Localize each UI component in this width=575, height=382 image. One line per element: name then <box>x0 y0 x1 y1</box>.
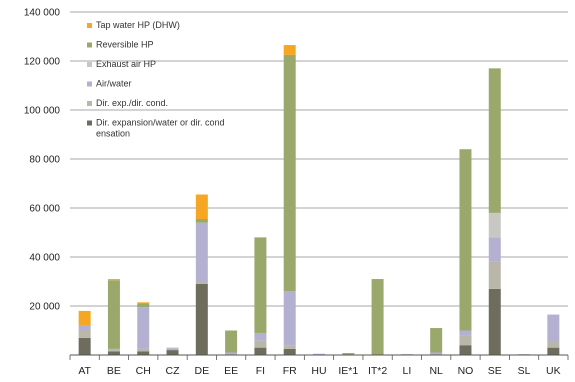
legend-label: Dir. expansion/water or dir. cond ensatio… <box>96 118 225 139</box>
bar-segment-no-4 <box>459 149 472 331</box>
bar-segment-no-0 <box>459 345 472 355</box>
bar-segment-se-4 <box>488 68 501 213</box>
bar-segment-ch-4 <box>137 303 150 308</box>
bar-segment-se-2 <box>488 237 501 262</box>
legend-swatch <box>87 81 92 87</box>
x-tick-label: NO <box>458 365 474 377</box>
bar-segment-fi-1 <box>254 340 267 348</box>
legend-label: Reversible HP <box>96 40 154 50</box>
bar-segment-be-0 <box>107 351 120 355</box>
x-tick-label: CZ <box>166 365 181 377</box>
bar-segment-fr-2 <box>283 291 296 346</box>
bar-segment-fr-1 <box>283 345 296 349</box>
bars <box>78 45 560 355</box>
bar-segment-be-4 <box>107 280 120 349</box>
bar-segment-fi-2 <box>254 332 267 341</box>
bar-segment-no-1 <box>459 335 472 346</box>
bar-segment-ch-2 <box>137 307 150 349</box>
y-tick-label: 140 000 <box>24 8 61 19</box>
bar-segment-at-2 <box>78 325 91 331</box>
legend-swatch <box>87 120 92 126</box>
bar-segment-ch-5 <box>137 302 150 304</box>
grid-lines <box>70 11 568 307</box>
bar-segment-be-5 <box>107 279 120 281</box>
x-tick-label: IE*1 <box>338 365 358 377</box>
bar-segment-cz-1 <box>166 348 179 351</box>
x-tick-label: EE <box>224 365 238 377</box>
x-tick-label: CH <box>136 365 151 377</box>
y-axis-ticks: 20 000 40 000 60 000 80 000 100 000 120 000 14… <box>24 8 61 313</box>
bar-segment-be-2 <box>107 348 120 351</box>
bar-segment-no-2 <box>459 330 472 336</box>
bar-segment-uk-1 <box>547 341 560 348</box>
bar-segment-de-1 <box>195 281 208 284</box>
bar-segment-fi-0 <box>254 347 267 355</box>
bar-segment-de-5 <box>195 194 208 220</box>
legend-swatch <box>87 62 92 67</box>
bar-segment-ee-2 <box>225 352 238 355</box>
bar-segment-se-0 <box>488 288 501 355</box>
bar-segment-de-4 <box>195 219 208 223</box>
bar-segment-fi-4 <box>254 237 267 333</box>
y-tick-label: 60 000 <box>29 204 60 215</box>
bar-segment-cz-2 <box>166 347 179 349</box>
bar-segment-se-1 <box>488 261 501 289</box>
x-axis-ticks: AT BE CH CZ DE EE FI FR HU IE*1 IT*2 LI NL NO SE SL UK <box>78 365 560 377</box>
x-tick-label: FR <box>283 365 297 377</box>
bar-segment-se-3 <box>488 212 501 238</box>
bar-segment-fr-5 <box>283 45 296 55</box>
legend: Tap water HP (DHW) Reversible HP Exhaust a… <box>87 20 225 139</box>
legend-label: Exhaust air HP <box>96 59 156 69</box>
x-tick-label: NL <box>429 365 443 377</box>
x-tick-label: DE <box>195 365 210 377</box>
bar-segment-at-0 <box>78 337 91 355</box>
y-tick-label: 20 000 <box>29 302 60 313</box>
bar-segment-fr-4 <box>283 54 296 292</box>
x-tick-label: AT <box>78 365 91 377</box>
y-tick-label: 80 000 <box>29 155 60 166</box>
bar-segment-cz-0 <box>166 350 179 355</box>
legend-swatch <box>87 101 92 106</box>
bar-segment-fr-0 <box>283 348 296 355</box>
bar-segment-ch-0 <box>137 351 150 355</box>
y-tick-label: 100 000 <box>24 106 61 117</box>
bar-segment-ch-1 <box>137 348 150 352</box>
bar-segment-de-2 <box>195 222 208 282</box>
bar-segment-uk-0 <box>547 347 560 355</box>
x-tick-label: UK <box>546 365 561 377</box>
y-tick-label: 40 000 <box>29 253 60 264</box>
x-tick-label: FI <box>256 365 265 377</box>
bar-segment-it2-4 <box>371 279 384 355</box>
legend-label: Air/water <box>96 79 132 89</box>
bar-segment-ie1-4 <box>342 353 355 355</box>
x-tick-label: BE <box>107 365 121 377</box>
legend-swatch <box>87 42 92 48</box>
bar-segment-nl-2 <box>430 352 443 355</box>
bar-segment-hu-2 <box>313 353 325 355</box>
x-tick-label: HU <box>311 365 326 377</box>
bar-segment-nl-4 <box>430 328 443 353</box>
x-tick-label: SL <box>518 365 531 377</box>
bar-segment-uk-2 <box>547 314 560 342</box>
legend-label: Dir. exp./dir. cond. <box>96 98 168 108</box>
bar-segment-ee-4 <box>225 330 238 353</box>
legend-label: Tap water HP (DHW) <box>96 20 180 30</box>
bar-segment-at-5 <box>78 310 91 326</box>
axes <box>69 354 569 360</box>
bar-segment-at-1 <box>78 330 91 338</box>
x-tick-label: LI <box>402 365 411 377</box>
y-tick-label: 120 000 <box>24 57 61 68</box>
x-tick-label: SE <box>488 365 502 377</box>
bar-segment-be-1 <box>107 350 120 352</box>
legend-swatch <box>87 23 92 28</box>
bar-segment-de-0 <box>195 283 208 355</box>
x-tick-label: IT*2 <box>368 365 387 377</box>
